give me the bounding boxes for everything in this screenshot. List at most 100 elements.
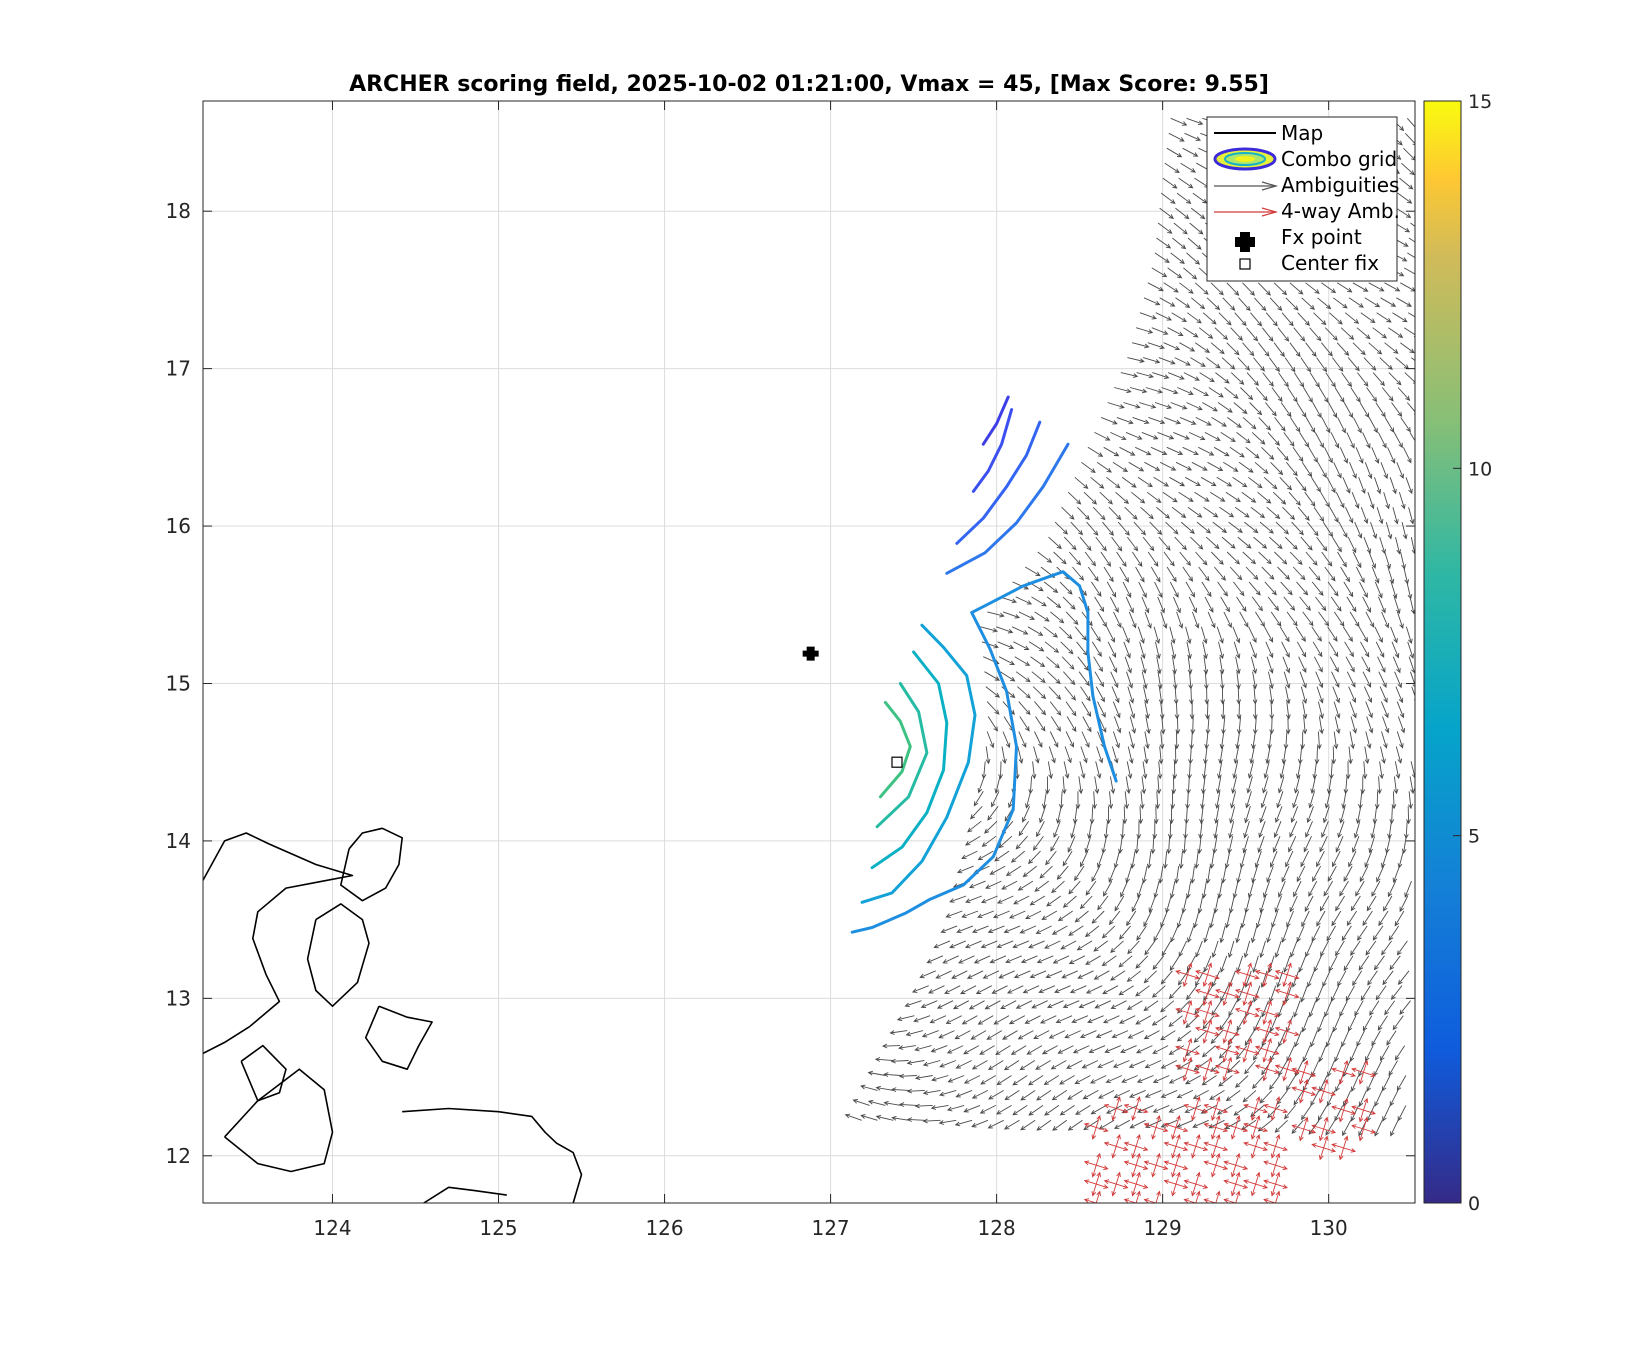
four-way-vector (1226, 981, 1233, 994)
wind-vector (930, 1104, 949, 1110)
four-way-vector (1243, 1103, 1256, 1109)
wind-vector (1409, 671, 1415, 688)
wind-vector (1031, 671, 1046, 684)
wind-vector (956, 925, 974, 934)
x-tick-label: 130 (1310, 1216, 1348, 1240)
wind-vector (1236, 716, 1242, 735)
wind-vector (1365, 731, 1372, 749)
wind-vector (1396, 1075, 1407, 1092)
wind-vector (1125, 865, 1132, 884)
wind-vector (1034, 880, 1049, 892)
wind-vector (942, 955, 959, 964)
wind-vector (1101, 836, 1107, 854)
wind-vector (1254, 850, 1262, 869)
four-way-vector (1263, 1103, 1276, 1109)
wind-vector (1090, 476, 1105, 489)
wind-vector (949, 940, 966, 949)
wind-vector (1324, 1000, 1333, 1018)
four-way-vector (1282, 974, 1288, 988)
colorbar-tick-label: 15 (1468, 91, 1492, 113)
four-way-vector (1255, 1145, 1269, 1152)
wind-vector (1247, 761, 1254, 779)
wind-vector (1345, 761, 1351, 780)
wind-vector (1308, 566, 1321, 581)
wind-vector (1300, 536, 1313, 551)
wind-vector (1236, 1045, 1248, 1060)
wind-vector (1363, 536, 1372, 554)
four-way-vector (1135, 1164, 1149, 1170)
wind-vector (982, 970, 1000, 979)
wind-vector (1123, 641, 1131, 659)
wind-vector (1250, 656, 1258, 675)
wind-vector (1198, 327, 1214, 339)
wind-vector (1351, 492, 1360, 509)
wind-vector (1127, 686, 1135, 704)
wind-vector (1151, 985, 1166, 998)
wind-vector (1401, 836, 1407, 854)
wind-vector (1189, 701, 1195, 720)
wind-vector (1079, 895, 1093, 910)
four-way-vector (1095, 1190, 1101, 1203)
four-way-vector (1195, 1108, 1209, 1114)
four-way-vector (1323, 1090, 1337, 1096)
wind-vector (1310, 1090, 1320, 1107)
wind-vector (1048, 746, 1056, 764)
wind-vector (1381, 387, 1394, 402)
four-way-vector (1358, 1128, 1364, 1142)
wind-vector (1209, 910, 1216, 929)
wind-vector (1142, 761, 1148, 780)
wind-vector (1346, 596, 1357, 613)
wind-vector (1120, 1045, 1137, 1053)
four-way-vector (1096, 1126, 1109, 1133)
coastline-segment (423, 1186, 507, 1203)
wind-vector (1245, 446, 1260, 459)
wind-vector (1038, 985, 1056, 994)
wind-vector (1168, 1104, 1186, 1113)
four-way-vector (1363, 1097, 1369, 1111)
wind-vector (1299, 596, 1311, 611)
four-way-vector (1215, 1164, 1229, 1170)
wind-vector (1169, 806, 1174, 825)
wind-vector (1255, 387, 1268, 402)
wind-vector (1062, 1000, 1080, 1009)
wind-vector (1097, 1060, 1114, 1069)
wind-vector (1244, 1030, 1255, 1046)
wind-vector (1186, 402, 1203, 411)
wind-vector (1396, 731, 1404, 749)
four-way-vector (1096, 1183, 1109, 1189)
wind-vector (1218, 641, 1225, 660)
wind-vector (1378, 596, 1386, 614)
wind-vector (1219, 731, 1225, 750)
wind-vector (1320, 940, 1329, 957)
wind-vector (1332, 686, 1340, 704)
wind-vector (1300, 686, 1308, 704)
four-way-vector (1230, 1127, 1237, 1140)
wind-vector (1274, 417, 1286, 432)
wind-vector (1126, 910, 1137, 927)
wind-vector (1332, 536, 1342, 553)
four-way-vector (1275, 1145, 1288, 1152)
y-tick-label: 15 (166, 671, 191, 695)
wind-vector (1161, 940, 1172, 957)
wind-vector (1229, 446, 1245, 458)
wind-vector (1034, 731, 1043, 748)
wind-vector (1015, 671, 1031, 683)
wind-vector (1048, 686, 1062, 700)
colorbar-tick-label: 5 (1468, 826, 1480, 848)
wind-vector (1165, 895, 1172, 914)
wind-vector (1008, 910, 1026, 919)
wind-vector (1119, 566, 1129, 583)
four-way-vector (1195, 988, 1208, 995)
wind-vector (1217, 881, 1223, 899)
wind-vector (1369, 1000, 1380, 1016)
wind-vector (1114, 1119, 1131, 1129)
wind-vector (1391, 791, 1397, 810)
wind-vector (1396, 462, 1404, 480)
four-way-vector (1175, 1045, 1188, 1051)
wind-vector (986, 1030, 1003, 1040)
wind-vector (1119, 925, 1131, 940)
wind-vector (1147, 342, 1165, 350)
coastline-map (203, 827, 583, 1203)
wind-vector (1354, 521, 1363, 539)
wind-vector (1121, 1075, 1138, 1083)
